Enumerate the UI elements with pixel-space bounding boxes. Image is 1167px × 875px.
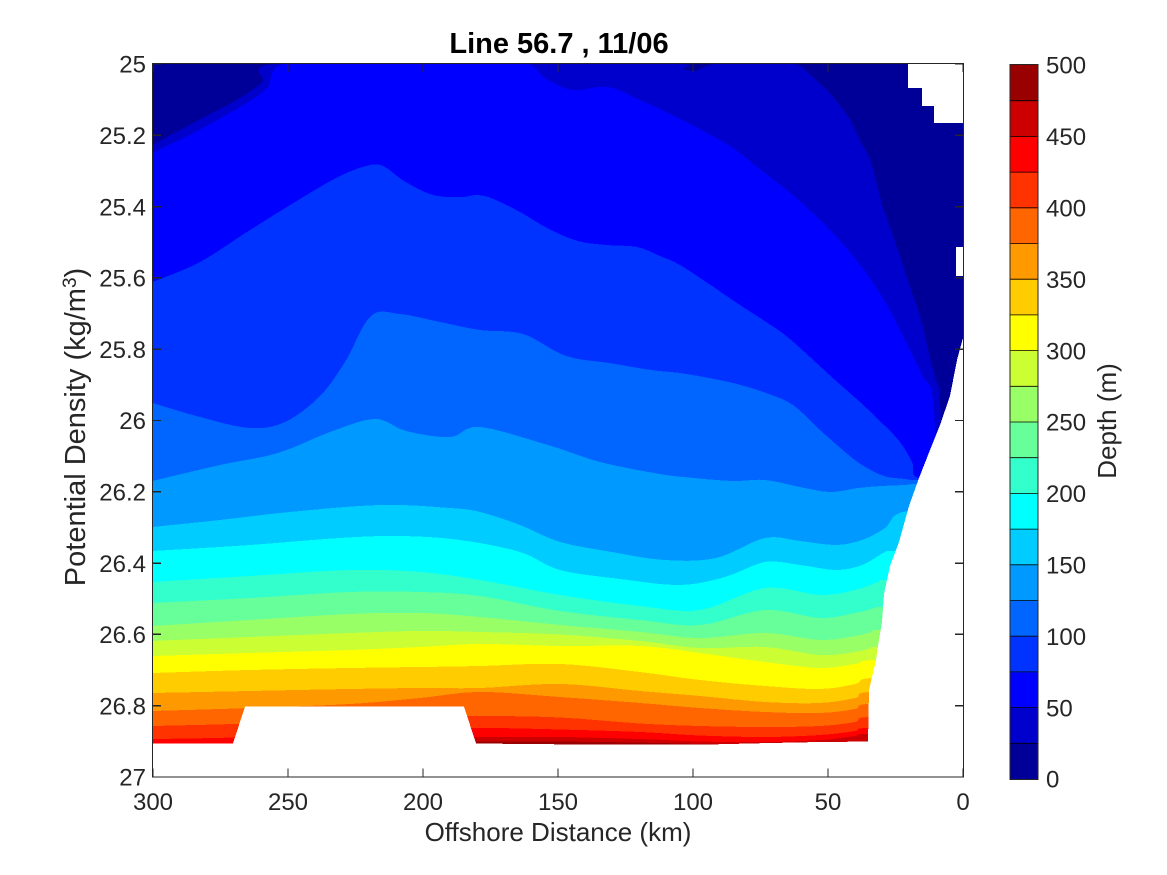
svg-text:25.6: 25.6 [99,266,146,293]
svg-text:Potential Density (kg/m3): Potential Density (kg/m3) [60,268,92,586]
svg-text:26.8: 26.8 [99,693,146,720]
svg-text:250: 250 [1046,410,1086,437]
svg-text:150: 150 [1046,553,1086,580]
svg-text:Line 56.7 , 11/06: Line 56.7 , 11/06 [449,28,668,60]
svg-text:Depth (m): Depth (m) [1092,363,1122,479]
svg-text:25.8: 25.8 [99,337,146,364]
svg-text:27: 27 [119,765,146,792]
svg-text:25.4: 25.4 [99,194,146,221]
svg-text:25.2: 25.2 [99,123,146,150]
svg-text:0: 0 [956,789,969,816]
svg-text:250: 250 [268,789,308,816]
svg-text:26: 26 [119,408,146,435]
svg-text:350: 350 [1046,267,1086,294]
svg-text:500: 500 [1046,53,1086,80]
svg-text:300: 300 [133,789,173,816]
svg-text:400: 400 [1046,196,1086,223]
svg-text:26.4: 26.4 [99,551,146,578]
svg-text:Offshore Distance (km): Offshore Distance (km) [425,817,692,847]
svg-text:26.2: 26.2 [99,480,146,507]
svg-text:50: 50 [815,789,842,816]
svg-text:200: 200 [1046,481,1086,508]
svg-text:25: 25 [119,52,146,79]
svg-text:200: 200 [403,789,443,816]
svg-text:100: 100 [673,789,713,816]
svg-text:26.6: 26.6 [99,622,146,649]
svg-text:100: 100 [1046,624,1086,651]
svg-text:150: 150 [538,789,578,816]
svg-text:0: 0 [1046,767,1059,794]
svg-text:300: 300 [1046,338,1086,365]
svg-text:450: 450 [1046,124,1086,151]
svg-text:50: 50 [1046,695,1073,722]
